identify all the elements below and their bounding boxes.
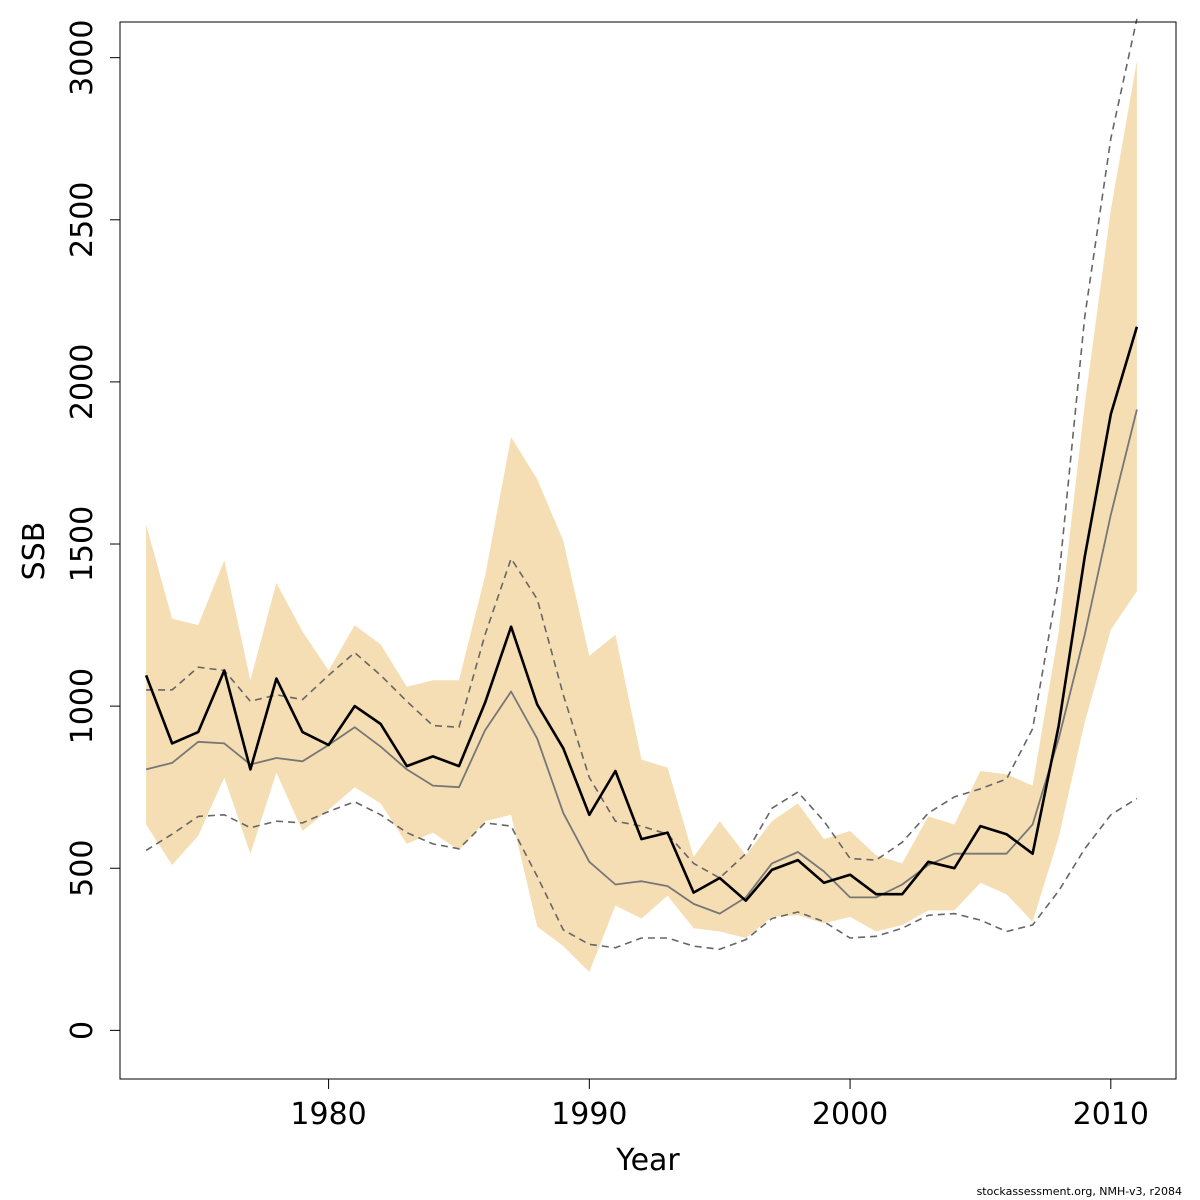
series-lines-layer: [144, 18, 1139, 951]
x-tick-label: 1990: [551, 1097, 627, 1132]
y-tick-label: 1000: [65, 668, 100, 744]
x-axis-title: Year: [615, 1143, 680, 1178]
ssb-estimate-line: [144, 326, 1139, 903]
axes-layer: 1980 1990 2000 2010 0 500 1000 1500 2000 2500 3000: [65, 20, 1149, 1132]
previous-estimate-line: [145, 409, 1138, 915]
y-tick-label: 0: [65, 1021, 100, 1040]
confidence-band: [146, 60, 1137, 972]
y-tick-label: 1500: [65, 506, 100, 582]
x-tick-label: 1980: [290, 1097, 366, 1132]
previous-lower-line: [145, 797, 1138, 951]
y-axis-title: SSB: [17, 522, 52, 581]
y-tick-label: 500: [65, 840, 100, 897]
footer-credit: stockassessment.org, NMH-v3, r2084: [976, 1185, 1182, 1198]
previous-upper-line: [146, 18, 1138, 879]
y-tick-label: 2500: [65, 182, 100, 258]
x-tick-label: 2000: [812, 1097, 888, 1132]
y-tick-label: 2000: [65, 344, 100, 420]
plot-frame: [119, 21, 1177, 1080]
y-tick-label: 3000: [65, 20, 100, 96]
confidence-band-layer: [146, 60, 1137, 972]
x-tick-label: 2010: [1073, 1097, 1149, 1132]
